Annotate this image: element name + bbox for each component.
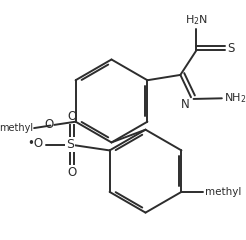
Text: N: N bbox=[181, 98, 190, 111]
Text: O: O bbox=[67, 110, 77, 123]
Text: S: S bbox=[227, 42, 234, 55]
Text: •O: •O bbox=[28, 137, 44, 150]
Text: S: S bbox=[66, 138, 74, 151]
Text: O: O bbox=[44, 118, 53, 131]
Text: methyl: methyl bbox=[0, 123, 33, 133]
Text: O: O bbox=[67, 166, 77, 179]
Text: NH$_2$: NH$_2$ bbox=[224, 91, 246, 105]
Text: H$_2$N: H$_2$N bbox=[185, 13, 208, 27]
Text: methyl: methyl bbox=[205, 187, 241, 197]
